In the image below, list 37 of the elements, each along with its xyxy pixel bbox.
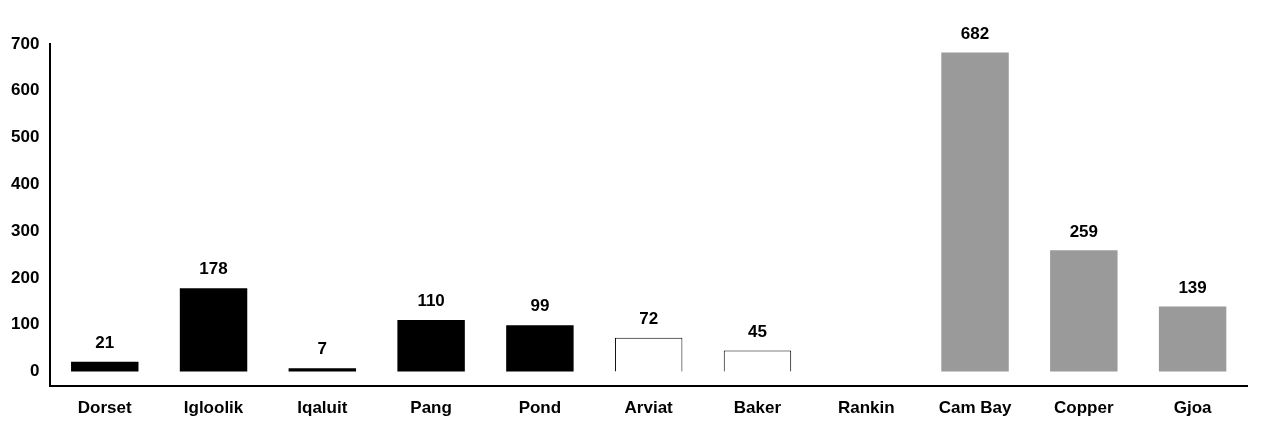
x-tick-label: Arviat (624, 398, 674, 418)
data-label: 99 (530, 296, 550, 316)
data-label: 139 (1178, 277, 1207, 297)
x-tick-label: Gjoa (1173, 398, 1213, 418)
bar (1158, 306, 1227, 372)
data-label: 682 (960, 23, 990, 43)
x-tick-label: Cam Bay (938, 398, 1012, 418)
data-label: 21 (95, 332, 115, 352)
x-tick-label: Copper (1054, 398, 1114, 418)
y-tick-label: 500 (10, 127, 40, 147)
data-label: 110 (417, 291, 445, 311)
y-tick-label: 300 (10, 220, 40, 240)
data-label: 178 (199, 259, 228, 279)
x-tick-label: Dorset (77, 398, 133, 418)
y-tick-label: 200 (10, 267, 40, 287)
data-label: 259 (1069, 221, 1099, 241)
bar (71, 361, 139, 372)
x-tick-label: Rankin (837, 398, 895, 418)
bar (941, 52, 1009, 372)
data-label: 72 (639, 309, 659, 329)
y-tick-label: 100 (10, 314, 40, 334)
bar (397, 320, 465, 372)
x-tick-label: Iqaluit (297, 398, 348, 418)
x-tick-label: Pang (410, 398, 452, 418)
y-tick-label: 600 (10, 80, 40, 100)
x-tick-label: Pond (518, 398, 562, 418)
bar (1050, 250, 1118, 372)
bar (179, 288, 248, 372)
bar (288, 368, 357, 372)
x-tick-label: Baker (733, 398, 782, 418)
x-tick-label: Igloolik (183, 398, 244, 418)
y-tick-label: 0 (29, 361, 40, 381)
y-tick-label: 400 (10, 174, 40, 194)
data-label: 45 (748, 321, 767, 341)
y-tick-label: 700 (10, 33, 40, 53)
data-label: 7 (317, 339, 328, 359)
bar (506, 325, 574, 372)
